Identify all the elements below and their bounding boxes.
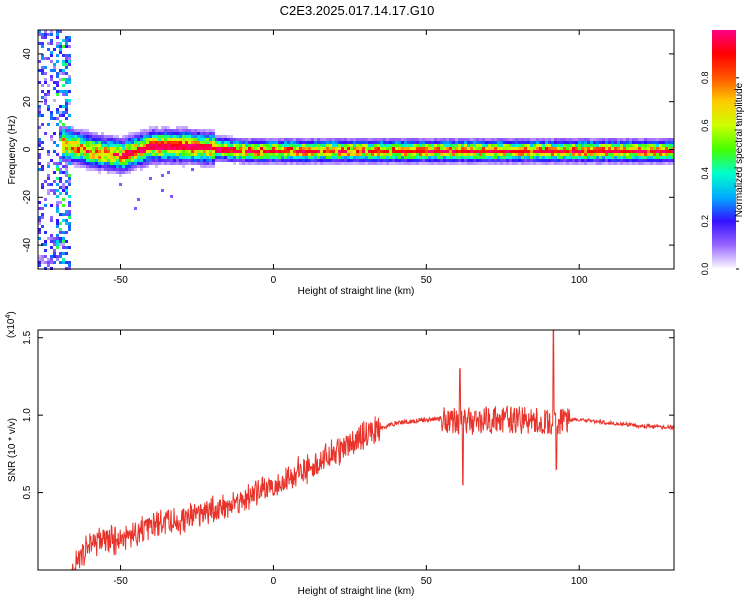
snr-y-tick-label: 1.5 xyxy=(22,330,33,344)
spectrogram-x-tick-label: 100 xyxy=(571,275,588,286)
spectrogram-x-axis-label: Height of straight line (km) xyxy=(298,286,415,297)
snr-x-tick-label: 100 xyxy=(571,576,588,587)
spectrogram-y-tick-label: 20 xyxy=(22,96,33,108)
snr-x-tick-label: -50 xyxy=(113,576,128,587)
snr-y-ticks: 0.5 1.0 1.5 xyxy=(22,330,674,500)
colorbar-tick-label: 0.4 xyxy=(700,167,710,180)
spectrogram-y-ticks: -40 -20 0 20 40 xyxy=(22,48,674,252)
spectrogram-y-tick-label: -40 xyxy=(22,237,33,252)
spectrogram-x-tick-label: 0 xyxy=(271,275,277,286)
colorbar-tick-label: 0.6 xyxy=(700,119,710,132)
spectrogram-y-tick-label: -20 xyxy=(22,190,33,205)
snr-scale-label: (x104) xyxy=(5,311,17,338)
snr-x-axis-label: Height of straight line (km) xyxy=(298,586,415,597)
snr-series xyxy=(38,329,675,571)
snr-line xyxy=(38,329,675,571)
spectrogram-y-tick-label: 40 xyxy=(22,48,33,60)
snr-x-tick-label: 50 xyxy=(421,576,433,587)
colorbar-ticks: 0.0 0.2 0.4 0.6 0.8 xyxy=(700,72,739,276)
spectrogram-x-ticks: -50 0 50 100 xyxy=(113,30,588,286)
snr-panel: -50 0 50 100 0.5 1.0 1.5 Height of straight l… xyxy=(5,311,675,597)
spectrogram-y-axis-label: Frequency (Hz) xyxy=(7,116,18,185)
snr-x-ticks: -50 0 50 100 xyxy=(113,330,588,587)
colorbar: 0.0 0.2 0.4 0.6 0.8 Normalized spectral ampl… xyxy=(700,30,745,275)
snr-frame xyxy=(37,329,675,571)
colorbar-tick-label: 0.2 xyxy=(700,215,710,228)
spectrogram-panel: -50 0 50 100 -40 -20 0 20 40 Height of straight… xyxy=(7,29,675,297)
colorbar-tick-label: 0.0 xyxy=(700,263,710,276)
spectrogram-x-tick-label: 50 xyxy=(421,275,433,286)
figure-title: C2E3.2025.017.14.17.G10 xyxy=(280,3,435,18)
colorbar-label: Normalized spectral amplitude xyxy=(734,82,745,217)
spectrogram-x-tick-label: -50 xyxy=(113,275,128,286)
colorbar-tick-label: 0.8 xyxy=(700,72,710,85)
snr-x-tick-label: 0 xyxy=(271,576,277,587)
spectrogram-y-tick-label: 0 xyxy=(22,146,33,152)
colorbar-gradient xyxy=(712,30,736,269)
spectrogram-heatmap xyxy=(38,30,674,270)
snr-y-tick-label: 1.0 xyxy=(22,408,33,422)
snr-y-axis-label: SNR (10 * v/v) xyxy=(7,418,18,482)
snr-y-tick-label: 0.5 xyxy=(22,485,33,499)
